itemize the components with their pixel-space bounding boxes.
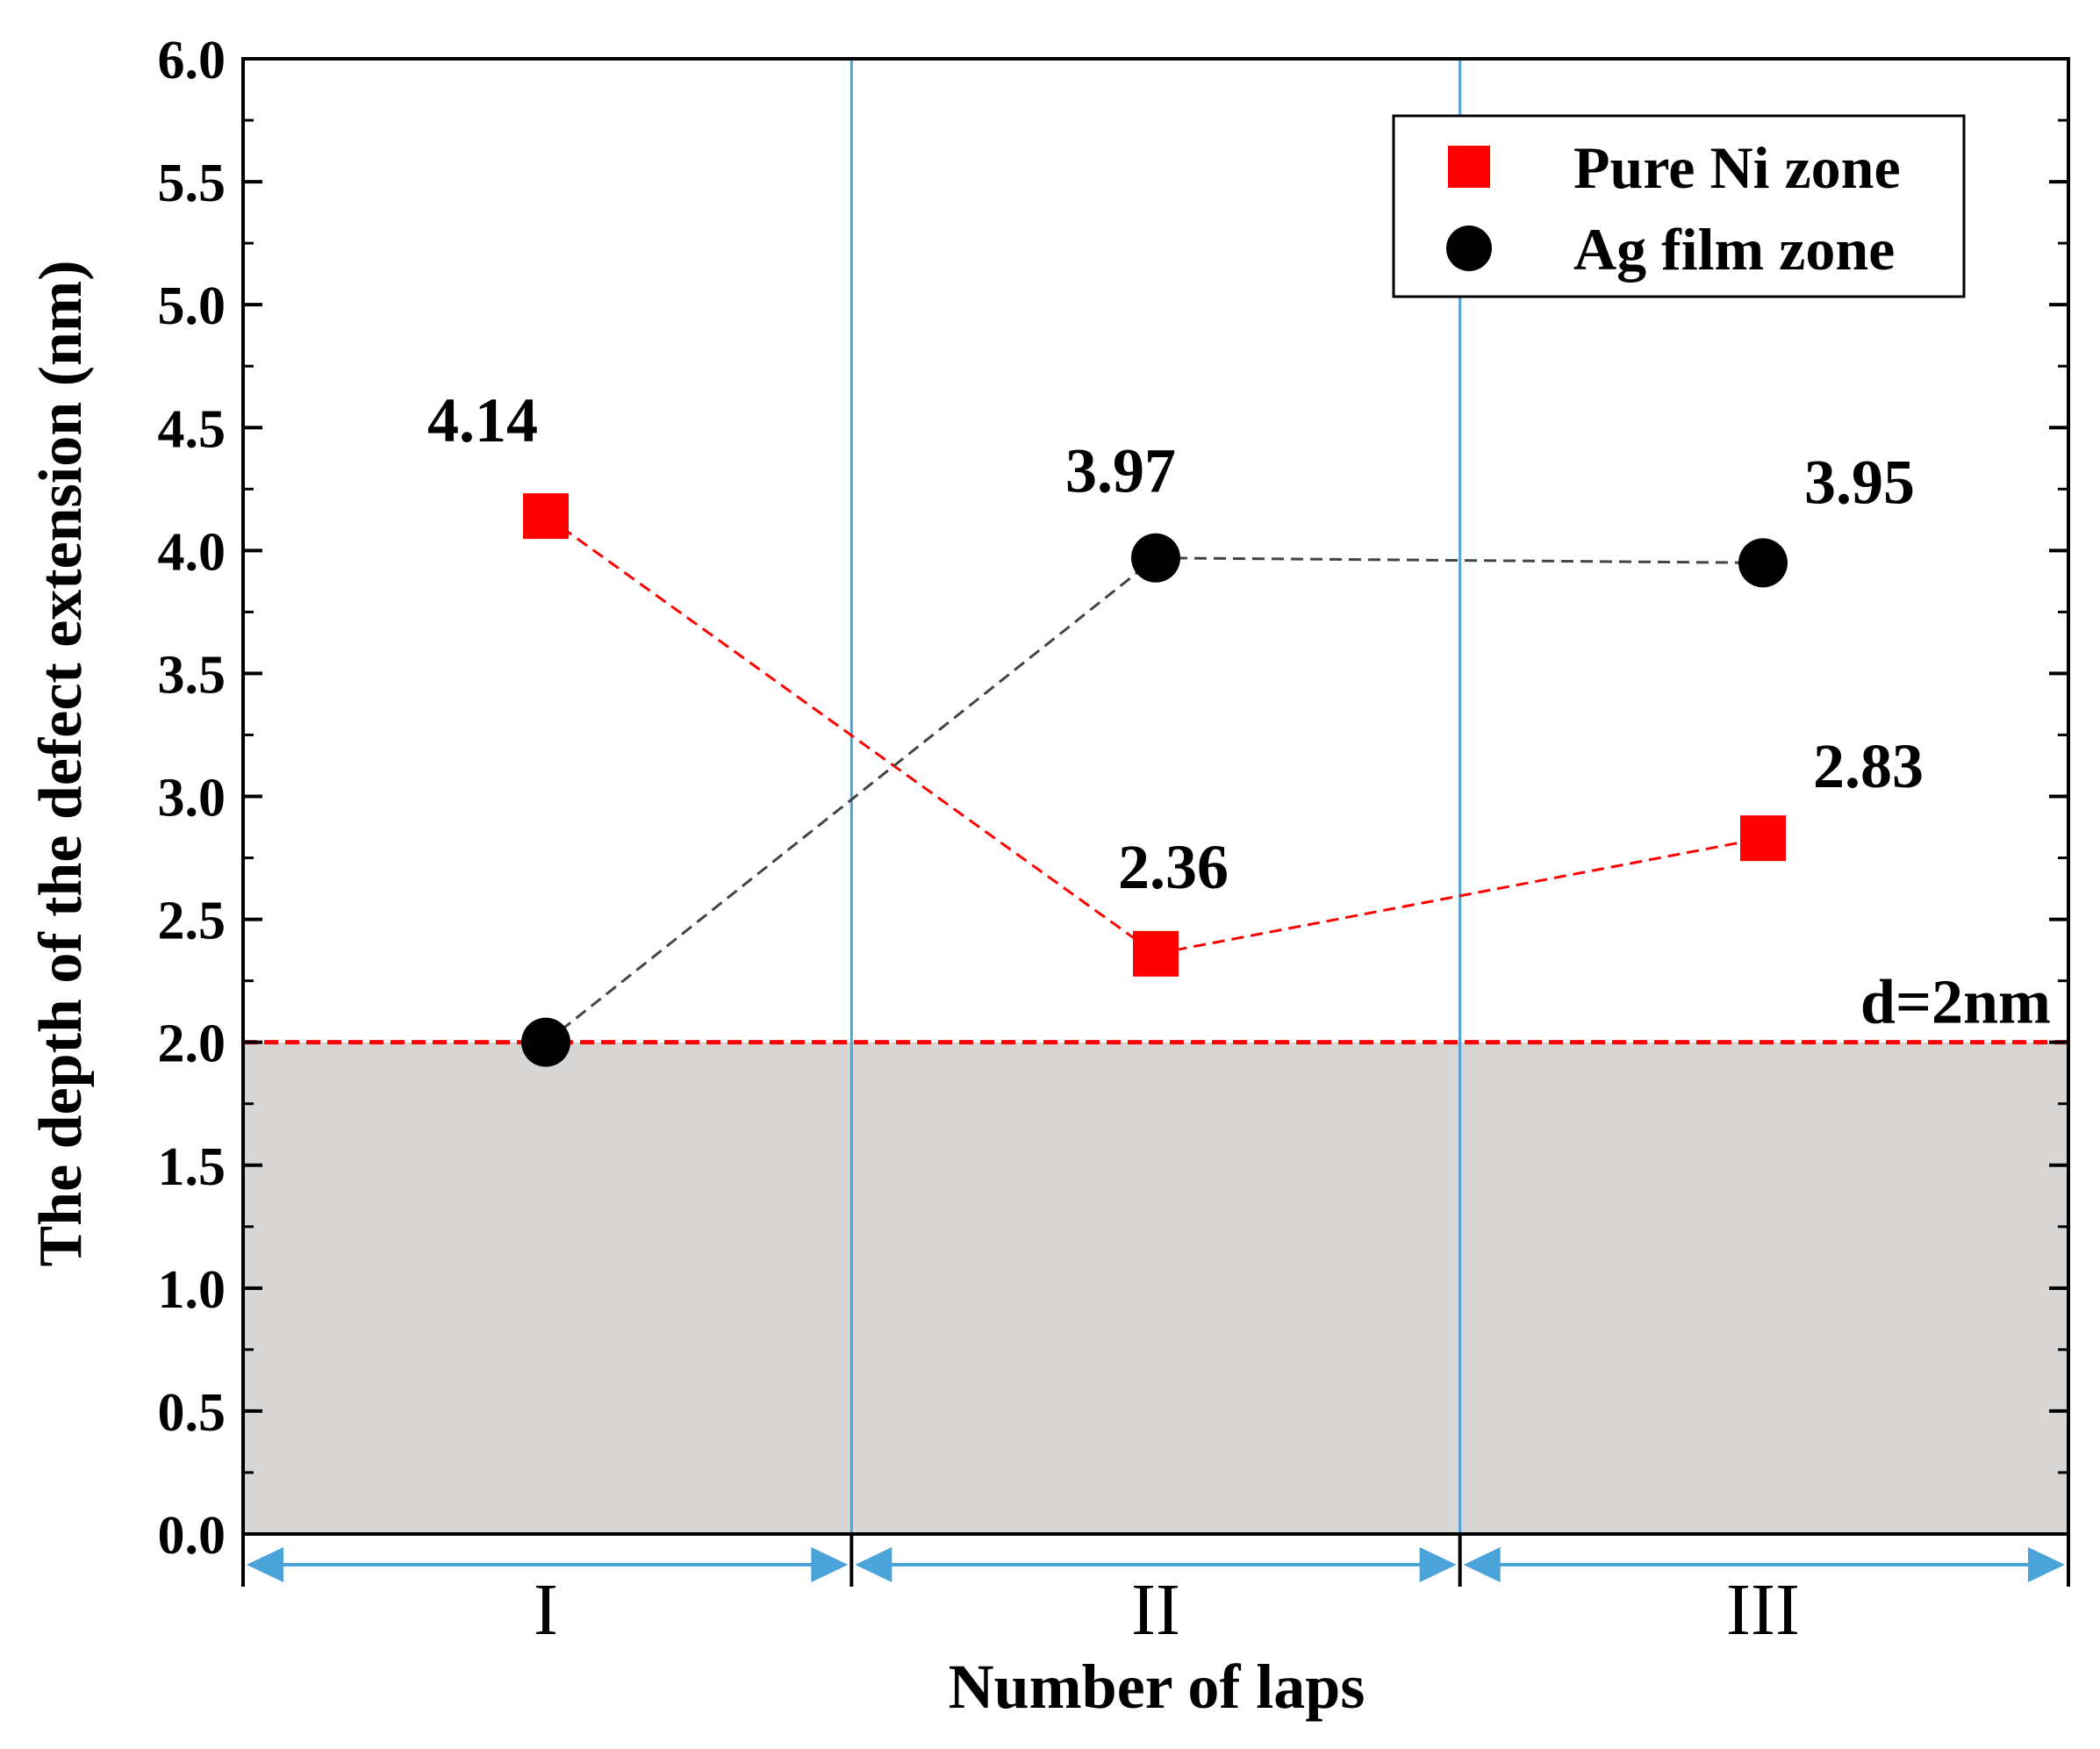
y-tick-label: 2.5: [158, 892, 226, 951]
legend-marker-square: [1448, 146, 1490, 188]
y-axis-label: The depth of the defect extension (nm): [27, 260, 95, 1266]
y-tick-label: 1.0: [158, 1260, 226, 1320]
data-label: 2.83: [1813, 731, 1924, 801]
x-category-label: III: [1726, 1569, 1800, 1651]
data-point-circle: [1131, 533, 1180, 583]
y-tick-label: 4.0: [158, 522, 226, 582]
y-tick-label: 6.0: [158, 31, 226, 90]
x-category-label: II: [1131, 1569, 1180, 1651]
series-line-segment: [1155, 836, 1764, 956]
series-line-segment: [1155, 556, 1764, 564]
y-tick-label: 2.0: [158, 1014, 226, 1074]
legend-label: Pure Ni zone: [1573, 134, 1901, 201]
legend-marker-circle: [1446, 226, 1492, 271]
y-tick-label: 5.5: [158, 154, 226, 213]
threshold-label: d=2nm: [1860, 967, 2051, 1037]
y-tick-label: 0.5: [158, 1383, 226, 1443]
data-label: 2.36: [1118, 832, 1229, 902]
series-line-segment: [545, 556, 1157, 1043]
y-tick-label: 4.5: [158, 399, 226, 459]
section-arrow-head-right: [2028, 1547, 2065, 1582]
data-point-circle: [1738, 538, 1788, 588]
data-label: 4.14: [427, 385, 538, 455]
data-point-square: [1133, 930, 1179, 977]
data-point-square: [1740, 815, 1786, 862]
data-label: 3.95: [1804, 447, 1915, 517]
section-arrow-head-right: [1419, 1547, 1457, 1582]
x-category-label: I: [534, 1569, 558, 1651]
y-tick-label: 3.0: [158, 769, 226, 828]
section-arrow-head-left: [1463, 1547, 1501, 1582]
data-point-circle: [521, 1017, 570, 1067]
y-tick-label: 0.0: [158, 1506, 226, 1566]
series-line-segment: [545, 514, 1157, 956]
shaded-region: [243, 1042, 2068, 1534]
data-point-square: [523, 493, 569, 540]
legend-label: Ag film zone: [1573, 216, 1895, 283]
x-axis-label: Number of laps: [949, 1652, 1365, 1722]
data-label: 3.97: [1065, 436, 1176, 506]
y-tick-label: 3.5: [158, 645, 226, 705]
section-arrow-head-left: [855, 1547, 892, 1582]
y-tick-label: 5.0: [158, 276, 226, 336]
section-arrow-head-right: [811, 1547, 849, 1582]
section-arrow-head-left: [247, 1547, 283, 1582]
y-tick-label: 1.5: [158, 1137, 226, 1197]
